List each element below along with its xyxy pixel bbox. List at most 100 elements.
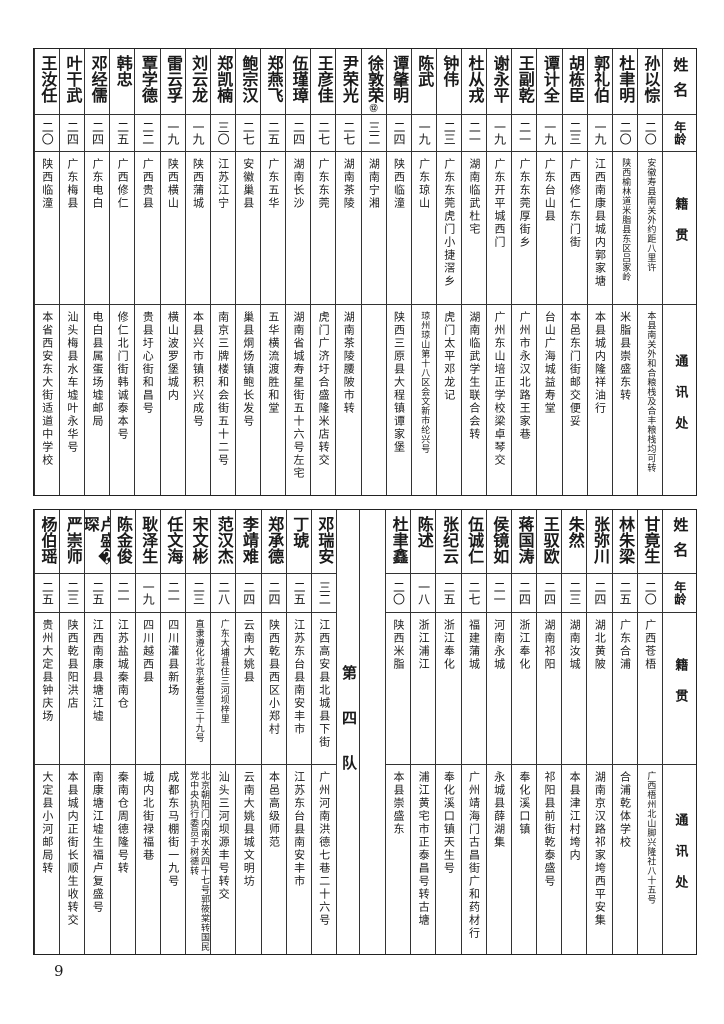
person-origin-text: 安徽寿县南关外约距八里许 [645, 158, 656, 272]
person-column: 刘云龙 一九 陕西蒲城 本县兴市镇积兴成号 [184, 49, 210, 495]
person-origin-text: 广西修仁 [116, 158, 130, 210]
person-age-text: 二四 [65, 121, 80, 145]
person-column: 陈述 一八 浙江浦江 浦江黄宅市正泰昌号转古塘 [410, 510, 436, 954]
person-origin: 四川灌县新场 [160, 612, 186, 764]
person-address: 琼州琼山第十八区会文新市纶兴号 [411, 304, 436, 495]
person-name-text: 韩忠 [113, 55, 133, 87]
person-address: 奉化溪口镇天生号 [436, 764, 461, 954]
person-origin: 陕西临潼 [386, 151, 411, 304]
person-address: 本县兴市镇积兴成号 [185, 304, 210, 495]
person-age: 二四 [85, 114, 110, 151]
person-age: 二五 [612, 573, 637, 612]
person-age-text: 二三 [567, 581, 582, 605]
team-column: 第四队 [336, 510, 359, 954]
person-column: 郑承德 二四 陕西乾县西区小郑村 本邑高级师范 [260, 510, 286, 954]
person-address: 本邑高级师范 [261, 764, 286, 954]
person-column: 杨伯瑶 二五 贵州大定县钟庆场 大定县小河邮局转 [34, 510, 60, 954]
person-address-text: 合浦乾体学校 [618, 771, 632, 849]
person-origin: 浙江浦江 [411, 612, 436, 764]
person-column: 尹荣光 二七 湖南茶陵 湖南茶陵腰陂市转 [335, 49, 361, 495]
person-age-text: 二四 [90, 121, 105, 145]
person-address-text: 城内北街禄福巷 [141, 771, 155, 862]
person-address: 虎门太平邓龙记 [436, 304, 461, 495]
person-age-text: 一九 [492, 121, 507, 145]
person-name-text: 范汉杰 [214, 516, 234, 564]
person-origin-text: 江苏江宁 [216, 158, 230, 210]
person-column: 徐敦荣 ⑫ 三二 湖南宁湘 [360, 49, 386, 495]
person-origin: 四川越西县 [135, 612, 160, 764]
person-name-text: 张纪云 [439, 516, 459, 564]
person-name: 邓瑞安 [312, 510, 336, 573]
person-age-text: 二二 [140, 121, 155, 145]
person-name-text: 胡栋臣 [565, 55, 585, 103]
person-name-text: 雷云孚 [163, 55, 183, 103]
person-age-text: 一九 [190, 121, 205, 145]
person-address: 汕头梅县水车墟叶永华号 [60, 304, 85, 495]
person-address-text: 本省西安东大街适道中学校 [40, 311, 54, 467]
person-column: 丁琥 二五 江苏东台县南安丰市 江苏东台县南安丰市 [285, 510, 311, 954]
person-name: 陈武 [412, 49, 436, 114]
person-column: 陈武 一九 广东琼山 琼州琼山第十八区会文新市纶兴号 [410, 49, 436, 495]
person-name: 蒋国涛 [512, 510, 536, 573]
person-origin: 江西南康县塘江墟 [85, 612, 110, 764]
person-age-text: 一九 [542, 121, 557, 145]
person-origin: 广东东莞厚街乡 [512, 151, 537, 304]
roster-table-top: 姓名 年龄 籍贯 通讯处 孙以悰 二〇 安徽寿县南关外约距八里许 本县南关外和合粮栈及合丰粮栈… [33, 48, 697, 496]
person-origin: 浙江奉化 [511, 612, 537, 764]
person-address: 成都东马棚街一九号 [160, 764, 186, 954]
person-name-text: 陈武 [415, 55, 435, 87]
person-address: 湖南省城寿星街五十六号左宅 [286, 304, 311, 495]
person-age: 二一 [110, 573, 135, 612]
person-column: 伍瑾璋 二四 湖南长沙 湖南省城寿星街五十六号左宅 [285, 49, 311, 495]
person-origin: 贵州大定县钟庆场 [35, 612, 60, 764]
person-address-text: 本县津江村垮内 [568, 771, 582, 862]
person-name: 谢永平 [487, 49, 511, 114]
person-name-text: 谢永平 [490, 55, 510, 103]
person-name: 覃学德 [135, 49, 159, 114]
person-address-text: 北京朝阳门内南水关四十七号郭筱棠转国民党中央执行委员于树德转 [188, 771, 209, 952]
person-address-text: 湖南茶陵腰陂市转 [342, 311, 356, 415]
person-age-text: 二五 [90, 581, 105, 605]
person-origin: 江西南康县城内郭家塘 [587, 151, 612, 304]
person-age: 二四 [236, 573, 261, 612]
person-address: 湖南临武学生联合会转 [462, 304, 487, 495]
person-address-text: 电白县属蛋场墟邮局 [90, 311, 104, 428]
person-name: 韩忠 [110, 49, 134, 114]
person-address-text: 湖南临武学生联合会转 [467, 311, 481, 441]
person-age-text: 二一 [517, 121, 532, 145]
person-address: 湖南茶陵腰陂市转 [336, 304, 361, 495]
person-origin: 广东五华 [261, 151, 286, 304]
person-address: 江苏东台县南安丰市 [286, 764, 311, 954]
person-origin-text: 陕西乾县阳洪店 [66, 619, 80, 710]
person-origin-text: 湖南宁湘 [367, 158, 381, 210]
person-name-text: 谭计全 [540, 55, 560, 103]
person-name-text: 钟伟 [440, 55, 460, 87]
person-age-text: 二八 [216, 581, 231, 605]
person-origin: 安徽寿县南关外约距八里许 [637, 151, 662, 304]
person-column: 伍诚仁 二七 福建蒲城 广州靖海门古昌街广和药材行 [460, 510, 486, 954]
person-column: 范汉杰 二八 广东大埔县住三河坝梓里 汕头三河坝源丰号转交 [210, 510, 236, 954]
person-address-text: 浦江黄宅市正泰昌号转古塘 [417, 771, 431, 927]
person-origin: 湖南长沙 [286, 151, 311, 304]
person-name-text: 甘竟生 [641, 516, 661, 564]
person-address: 陕西三原县大程镇谭家堡 [386, 304, 411, 495]
person-age: 二一 [462, 114, 487, 151]
person-origin: 广西修仁 [110, 151, 135, 304]
person-name-text: 王驭欧 [540, 516, 560, 564]
person-origin: 陕西乾县西区小郑村 [261, 612, 286, 764]
person-origin: 江苏东台县南安丰市 [286, 612, 311, 764]
person-column: 卢盛�琛 二五 江西南康县塘江墟 南康塘江墟生福卢复盛号 [84, 510, 110, 954]
person-address: 秦南仓周德隆号转 [110, 764, 135, 954]
person-column: 雷云孚 一九 陕西横山 横山波罗堡城内 [159, 49, 185, 495]
person-origin-text: 广东琼山 [417, 158, 431, 210]
person-address-text: 奉化溪口镇 [517, 771, 531, 836]
person-address: 广州靖海门古昌街广和药材行 [461, 764, 486, 954]
person-origin-text: 广东梅县 [65, 158, 79, 210]
person-name: 郑燕飞 [261, 49, 285, 114]
person-origin-text: 陕西蒲城 [191, 158, 205, 210]
person-origin: 陕西榆林道米脂县东区吕家岭 [612, 151, 637, 304]
person-address-text: 五华横流渡胜和堂 [266, 311, 280, 415]
person-origin: 江西高安县北城县下街 [311, 612, 337, 764]
person-age: 一九 [587, 114, 612, 151]
person-origin-text: 安徽巢县 [241, 158, 255, 210]
